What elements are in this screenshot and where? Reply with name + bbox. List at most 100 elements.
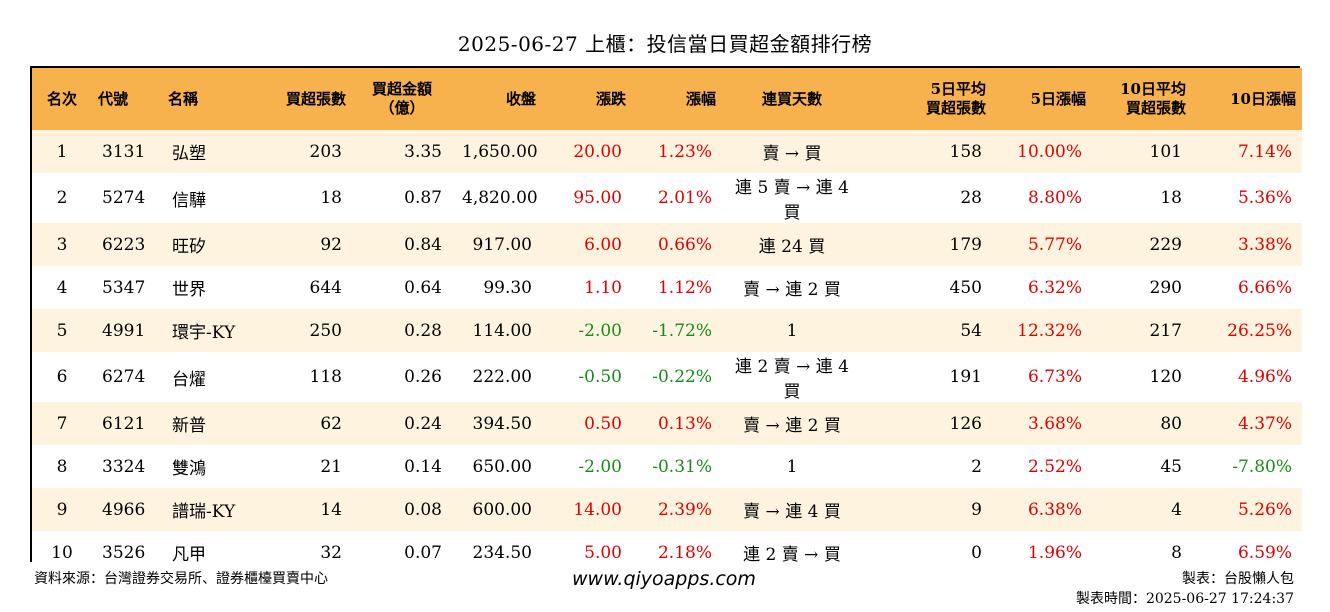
- cell-rank: 7: [56, 413, 68, 434]
- cell-pct: 0.13%: [657, 413, 712, 434]
- cell-pct: 1.12%: [657, 277, 712, 298]
- cell-buy-amount: 0.07: [404, 542, 442, 563]
- table-row: 1 3131 弘塑 203 3.35 1,650.00 20.00 1.23% 賣 → 買 158…: [32, 130, 1302, 173]
- cell-rank: 8: [56, 456, 68, 477]
- cell-change: 0.50: [584, 413, 622, 434]
- cell-buy-amount: 0.26: [404, 367, 442, 387]
- cell-consecutive-days: 連 2 賣 → 連 4 買: [735, 357, 849, 402]
- cell-pct10: 7.14%: [1237, 141, 1292, 162]
- cell-name: 新普: [172, 416, 206, 436]
- cell-close: 394.50: [472, 413, 532, 434]
- col-header-code: 代號: [98, 89, 129, 108]
- cell-avg10-lots: 120: [1149, 367, 1182, 387]
- table-row: 10 3526 凡甲 32 0.07 234.50 5.00 2.18% 連 2 賣 → 買 0 1…: [32, 531, 1302, 574]
- cell-avg5-lots: 54: [960, 320, 982, 341]
- cell-rank: 1: [56, 141, 68, 162]
- cell-code: 6274: [102, 367, 146, 387]
- cell-avg10-lots: 229: [1149, 234, 1182, 255]
- cell-pct5: 12.32%: [1017, 320, 1082, 341]
- cell-avg5-lots: 0: [971, 542, 982, 563]
- cell-code: 3324: [102, 456, 146, 477]
- cell-change: -2.00: [578, 456, 622, 477]
- cell-pct10: 3.38%: [1237, 234, 1292, 255]
- col-header-pct: 漲幅: [685, 89, 716, 108]
- cell-name: 弘塑: [172, 144, 206, 164]
- cell-code: 3131: [102, 141, 146, 162]
- cell-pct: 0.66%: [657, 234, 712, 255]
- cell-pct5: 6.38%: [1027, 499, 1082, 520]
- cell-close: 4,820.00: [462, 188, 538, 208]
- cell-code: 3526: [102, 542, 146, 563]
- cell-consecutive-days: 連 5 賣 → 連 4 買: [735, 178, 849, 223]
- cell-buy-lots: 62: [320, 413, 342, 434]
- cell-code: 6223: [102, 234, 146, 255]
- cell-pct: 2.01%: [657, 188, 712, 208]
- table-row: 4 5347 世界 644 0.64 99.30 1.10 1.12% 賣 → 連 2 買 450…: [32, 266, 1302, 309]
- col-header-buy-lots: 買超張數: [285, 89, 346, 108]
- col-header-avg10: 10日平均 買超張數: [1120, 80, 1186, 117]
- col-header-pct10: 10日漲幅: [1230, 89, 1296, 108]
- cell-change: 14.00: [573, 499, 622, 520]
- page-title: 2025-06-27 上櫃：投信當日買超金額排行榜: [457, 32, 873, 56]
- cell-buy-amount: 0.87: [404, 188, 442, 208]
- cell-pct5: 8.80%: [1027, 188, 1082, 208]
- cell-pct10: 5.26%: [1237, 499, 1292, 520]
- col-header-rank: 名次: [46, 89, 77, 108]
- cell-buy-lots: 250: [309, 320, 342, 341]
- cell-name: 凡甲: [172, 545, 206, 565]
- cell-name: 雙鴻: [172, 459, 206, 479]
- col-header-close: 收盤: [505, 89, 536, 108]
- col-header-days: 連買天數: [761, 89, 822, 108]
- table-row: 8 3324 雙鴻 21 0.14 650.00 -2.00 -0.31% 1 2 2.52% 45 -…: [32, 445, 1302, 488]
- cell-consecutive-days: 賣 → 連 2 買: [743, 416, 841, 436]
- cell-buy-amount: 0.24: [404, 413, 442, 434]
- cell-buy-amount: 0.84: [404, 234, 442, 255]
- cell-consecutive-days: 賣 → 買: [762, 144, 822, 164]
- cell-rank: 10: [51, 542, 73, 563]
- cell-consecutive-days: 賣 → 連 4 買: [743, 502, 841, 522]
- cell-pct10: 5.36%: [1237, 188, 1292, 208]
- cell-avg10-lots: 8: [1171, 542, 1182, 563]
- cell-avg5-lots: 2: [971, 456, 982, 477]
- cell-pct10: -7.80%: [1232, 456, 1292, 477]
- cell-rank: 2: [56, 188, 68, 208]
- cell-code: 4991: [102, 320, 146, 341]
- cell-name: 台燿: [172, 369, 206, 390]
- cell-avg10-lots: 45: [1160, 456, 1182, 477]
- cell-pct10: 26.25%: [1227, 320, 1292, 341]
- cell-consecutive-days: 連 24 買: [758, 237, 826, 257]
- data-source-note: 資料來源：台灣證券交易所、證券櫃檯買賣中心: [34, 571, 328, 587]
- cell-avg10-lots: 4: [1171, 499, 1182, 520]
- cell-buy-amount: 0.08: [404, 499, 442, 520]
- cell-close: 114.00: [472, 320, 532, 341]
- cell-buy-amount: 0.14: [404, 456, 442, 477]
- cell-avg5-lots: 158: [949, 141, 982, 162]
- cell-close: 234.50: [472, 542, 532, 563]
- cell-pct10: 6.66%: [1237, 277, 1292, 298]
- cell-buy-amount: 0.64: [404, 277, 442, 298]
- cell-change: 20.00: [573, 141, 622, 162]
- table-row: 2 5274 信驊 18 0.87 4,820.00 95.00 2.01% 連 5 賣 → 連…: [32, 173, 1302, 223]
- ranking-table: 名次 代號 名稱 買超張數 買超金額 （億） 收盤 漲跌 漲幅 連買天數 5日平…: [30, 66, 1302, 574]
- cell-pct5: 1.96%: [1027, 542, 1082, 563]
- cell-rank: 6: [56, 367, 68, 387]
- cell-code: 6121: [102, 413, 146, 434]
- cell-pct10: 6.59%: [1237, 542, 1292, 563]
- cell-close: 600.00: [472, 499, 532, 520]
- cell-buy-lots: 118: [309, 367, 342, 387]
- cell-change: -2.00: [578, 320, 622, 341]
- cell-pct: 1.23%: [657, 141, 712, 162]
- cell-pct: 2.18%: [657, 542, 712, 563]
- cell-avg10-lots: 290: [1149, 277, 1182, 298]
- cell-buy-lots: 644: [309, 277, 342, 298]
- cell-rank: 4: [56, 277, 68, 298]
- cell-close: 222.00: [472, 367, 532, 387]
- cell-change: 5.00: [584, 542, 622, 563]
- cell-pct5: 10.00%: [1017, 141, 1082, 162]
- cell-avg5-lots: 28: [960, 188, 982, 208]
- cell-name: 旺矽: [172, 237, 206, 257]
- cell-pct5: 6.32%: [1027, 277, 1082, 298]
- cell-pct5: 6.73%: [1027, 367, 1082, 387]
- cell-pct5: 3.68%: [1027, 413, 1082, 434]
- table-header-row: 名次 代號 名稱 買超張數 買超金額 （億） 收盤 漲跌 漲幅 連買天數 5日平…: [32, 68, 1302, 130]
